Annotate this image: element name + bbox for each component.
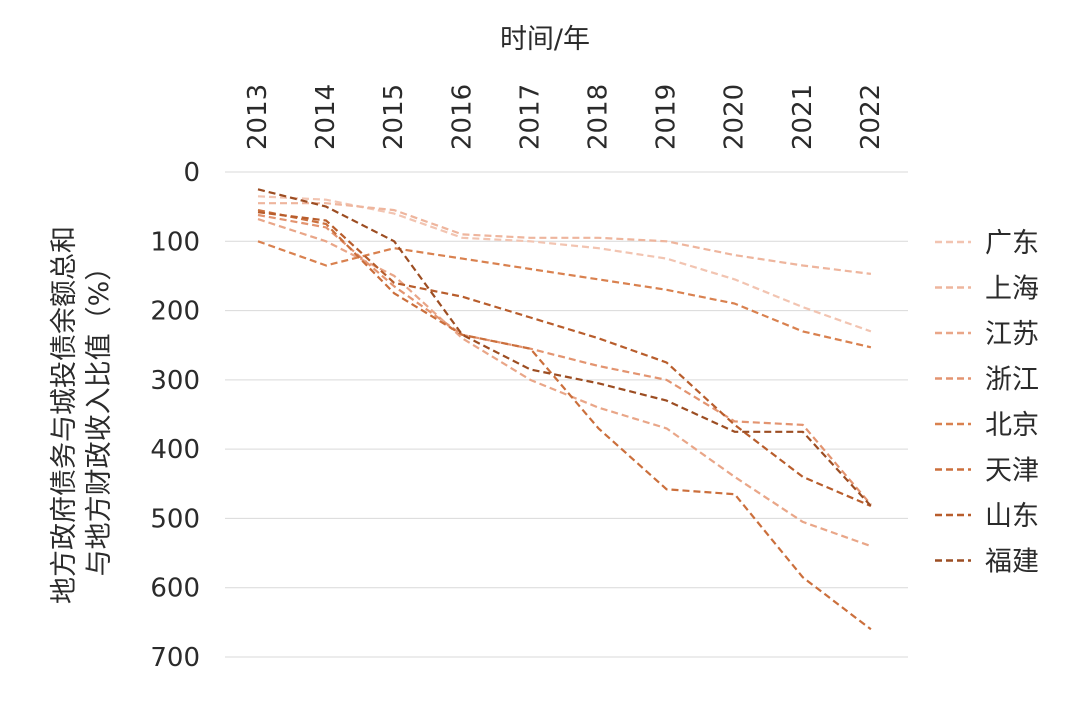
series-line-3 [257, 218, 872, 548]
y-tick-label: 500 [150, 504, 200, 534]
y-tick-label: 200 [150, 297, 200, 327]
y-tick-label: 100 [150, 227, 200, 257]
legend-label: 浙江 [985, 365, 1039, 396]
y-tick-label: 700 [150, 643, 200, 673]
x-axis-ticks: 2013 2014 2015 2016 2017 2018 2019 2020 2021 2022 [243, 84, 886, 150]
x-tick-label: 2020 [720, 84, 750, 150]
x-tick-label: 2018 [584, 84, 614, 150]
y-axis-title-line2: 与地方财政收入比值（%） [84, 254, 115, 577]
legend-label: 山东 [985, 501, 1039, 532]
x-tick-label: 2016 [447, 84, 477, 150]
series-lines [257, 188, 872, 631]
x-tick-label: 2019 [652, 84, 682, 150]
x-tick-label: 2013 [243, 84, 273, 150]
y-tick-label: 400 [150, 435, 200, 465]
legend-label: 北京 [985, 410, 1039, 441]
series-line-1 [257, 195, 872, 333]
y-axis-ticks: 0 100 200 300 400 500 600 700 [150, 158, 200, 673]
series-line-2 [258, 202, 872, 275]
series-line-4 [257, 213, 872, 506]
legend-label: 江苏 [985, 319, 1039, 350]
series-line-7 [257, 211, 872, 508]
x-tick-label: 2015 [379, 84, 409, 150]
legend-label: 广东 [985, 228, 1039, 259]
y-tick-label: 300 [150, 366, 200, 396]
x-tick-label: 2014 [311, 84, 341, 150]
series-line-6 [257, 209, 872, 631]
grid-lines [225, 171, 908, 658]
x-tick-label: 2021 [788, 84, 818, 150]
x-tick-label: 2022 [856, 84, 886, 150]
legend-label: 福建 [985, 547, 1039, 578]
y-axis-title-line1: 地方政府债务与城投债余额总和 [49, 226, 80, 604]
x-axis-title: 时间/年 [500, 24, 590, 55]
y-tick-label: 600 [150, 574, 200, 604]
y-tick-label: 0 [183, 158, 200, 188]
legend-label: 天津 [985, 456, 1039, 487]
legend-label: 上海 [985, 274, 1039, 305]
series-line-8 [257, 188, 872, 507]
x-tick-label: 2017 [515, 84, 545, 150]
series-line-5 [257, 240, 872, 349]
